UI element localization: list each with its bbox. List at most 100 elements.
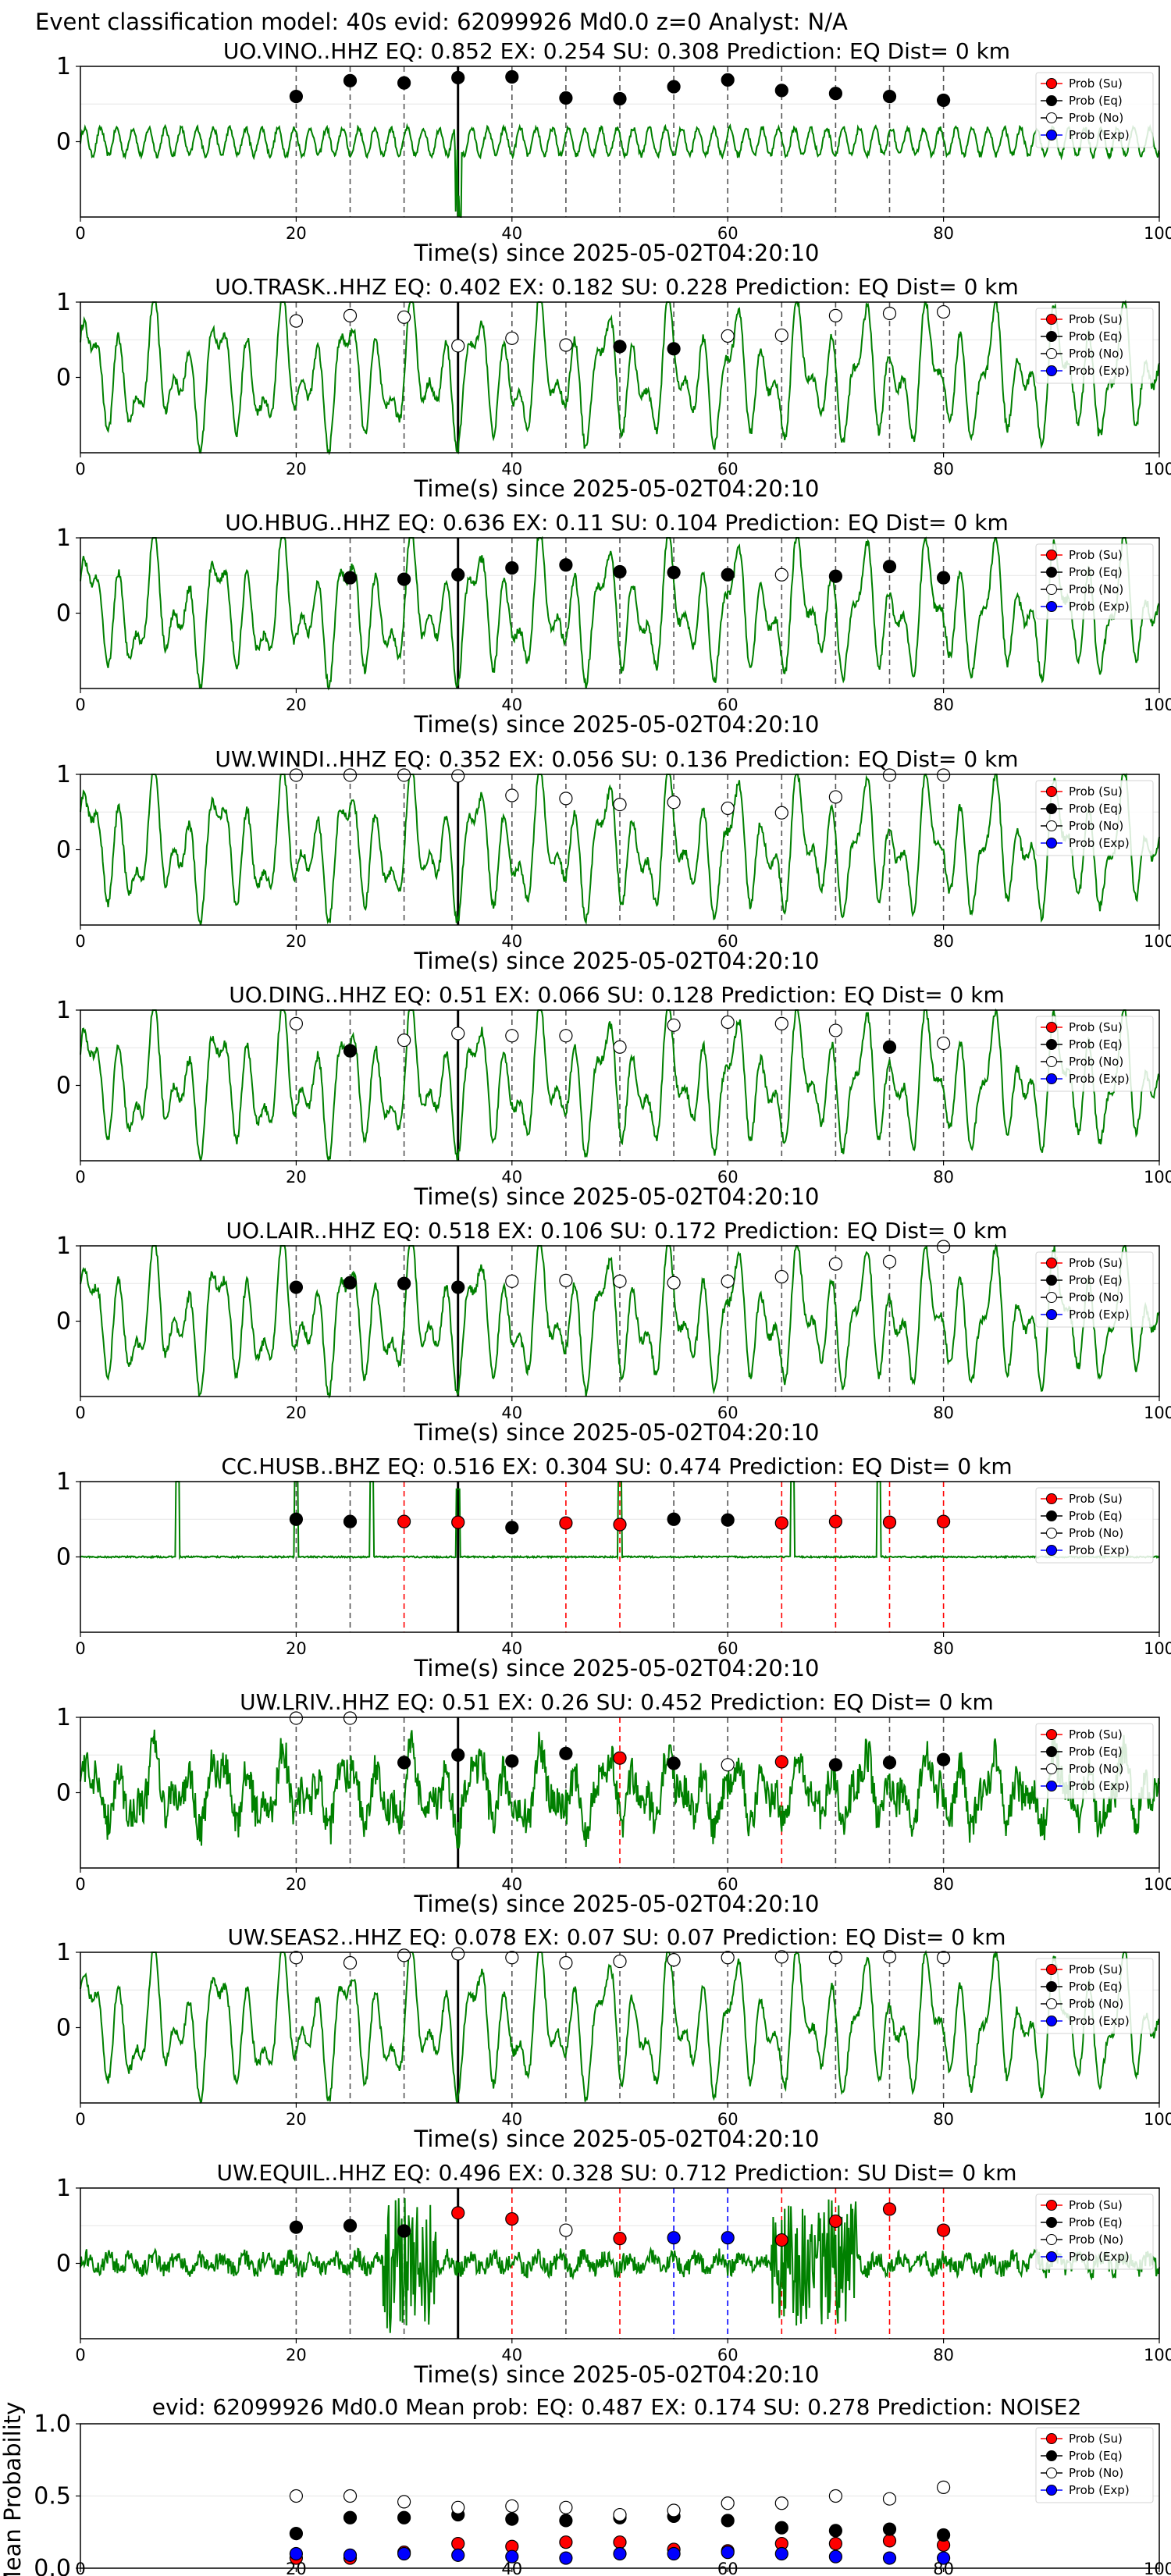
prob-point-eq — [397, 1276, 411, 1290]
mean-point-su — [828, 2536, 843, 2551]
mean-point-no — [828, 2489, 843, 2503]
y-tick-label: 1 — [56, 53, 71, 80]
legend: Prob (Su) Prob (Eq) Prob (No) Prob (Exp) — [1035, 1251, 1154, 1328]
x-tick-label: 60 — [717, 1404, 739, 1422]
legend-marker-eq — [1046, 331, 1057, 342]
panel-title: CC.HUSB..BHZ EQ: 0.516 EX: 0.304 SU: 0.4… — [221, 1453, 1012, 1479]
panel-xlabel: Time(s) since 2025-05-02T04:20:10 — [414, 240, 820, 266]
prob-point-no — [828, 1951, 843, 1965]
prob-point-eq — [828, 569, 843, 583]
prob-point-no — [397, 1033, 411, 1048]
prob-point-no — [828, 1257, 843, 1271]
mean-point-su — [451, 2536, 465, 2551]
prob-point-no — [397, 310, 411, 324]
prob-point-eq — [667, 1512, 681, 1526]
legend-label: Prob (Eq) — [1069, 1509, 1123, 1523]
mean-point-exp — [667, 2546, 681, 2561]
prob-point-no — [613, 1274, 627, 1288]
mean-point-eq — [828, 2524, 843, 2538]
mean-point-eq — [559, 2514, 573, 2528]
legend-marker-eq — [1046, 95, 1057, 106]
x-tick-label: 80 — [933, 1168, 954, 1187]
prob-point-eq — [505, 1521, 519, 1535]
prob-point-no — [559, 1029, 573, 1043]
panel-xlabel: Time(s) since 2025-05-02T04:20:10 — [414, 711, 820, 738]
x-tick-label: 80 — [933, 224, 954, 243]
prob-point-eq — [451, 1748, 465, 1762]
x-tick-label: 40 — [501, 696, 522, 714]
prob-point-su — [936, 1514, 951, 1528]
prob-point-no — [559, 792, 573, 806]
prob-point-no — [882, 306, 897, 321]
prob-point-eq — [613, 340, 627, 354]
panel-3: 0 20 40 60 80 100 0 1 UW.WINDI..HHZ EQ: 0.352 EX… — [56, 746, 1171, 974]
x-tick-label: 40 — [501, 2110, 522, 2129]
prob-point-su — [774, 1516, 788, 1530]
x-tick-label: 0 — [75, 1875, 85, 1894]
legend-label: Prob (Su) — [1069, 1962, 1123, 1976]
legend-marker-su — [1046, 1022, 1057, 1033]
legend: Prob (Su) Prob (Eq) Prob (No) Prob (Exp) — [1035, 1487, 1154, 1564]
legend-label: Prob (Su) — [1069, 2432, 1123, 2446]
legend-marker-no — [1046, 1528, 1057, 1539]
prob-point-su — [828, 2214, 843, 2229]
prob-point-eq — [505, 1754, 519, 1768]
prob-point-su — [505, 2211, 519, 2226]
mean-point-su — [613, 2535, 627, 2549]
legend-label: Prob (Exp) — [1069, 1779, 1130, 1793]
prob-point-no — [289, 1951, 303, 1965]
mean-point-no — [613, 2507, 627, 2522]
legend-box — [1035, 308, 1154, 384]
prob-point-su — [828, 1514, 843, 1528]
y-tick-label: 0 — [56, 1780, 71, 1807]
legend-label: Prob (Exp) — [1069, 1308, 1130, 1322]
prob-point-su — [451, 1515, 465, 1529]
x-tick-label: 40 — [501, 932, 522, 951]
y-tick-label: 0 — [56, 2250, 71, 2278]
mean-point-eq — [343, 2510, 358, 2524]
legend-marker-su — [1046, 1258, 1057, 1268]
mean-point-exp — [559, 2551, 573, 2565]
prob-point-eq — [451, 568, 465, 582]
x-tick-label: 80 — [933, 696, 954, 714]
legend-marker-su — [1046, 2433, 1057, 2444]
legend-label: Prob (No) — [1069, 819, 1123, 833]
legend: Prob (Su) Prob (Eq) Prob (No) Prob (Exp) — [1035, 1958, 1154, 2034]
legend-label: Prob (Su) — [1069, 76, 1123, 91]
mean-point-no — [774, 2496, 788, 2510]
prob-point-eq — [289, 1280, 303, 1294]
legend-label: Prob (Su) — [1069, 1727, 1123, 1742]
legend-box — [1035, 1016, 1154, 1092]
prob-point-no — [559, 338, 573, 352]
panel-title: UO.LAIR..HHZ EQ: 0.518 EX: 0.106 SU: 0.1… — [226, 1218, 1008, 1244]
mean-point-exp — [721, 2546, 735, 2560]
x-tick-label: 100 — [1144, 1639, 1171, 1658]
legend-label: Prob (Eq) — [1069, 94, 1123, 108]
prob-point-exp — [721, 2231, 735, 2245]
legend-marker-no — [1046, 2234, 1057, 2245]
prob-point-eq — [667, 565, 681, 579]
prob-point-no — [882, 768, 897, 782]
y-tick-label: 1 — [56, 761, 71, 788]
y-tick-label: 0 — [56, 1308, 71, 1336]
legend-label: Prob (No) — [1069, 1055, 1123, 1069]
legend-label: Prob (Eq) — [1069, 1980, 1123, 1994]
mean-point-exp — [397, 2546, 411, 2561]
x-tick-label: 0 — [75, 224, 85, 243]
legend: Prob (Su) Prob (Eq) Prob (No) Prob (Exp) — [1035, 780, 1154, 856]
prob-point-eq — [343, 1514, 358, 1528]
y-tick-label: 0 — [56, 1073, 71, 1100]
prob-point-no — [667, 1276, 681, 1290]
legend-label: Prob (Eq) — [1069, 565, 1123, 579]
legend-marker-exp — [1046, 838, 1057, 849]
y-tick-label: 1 — [56, 2175, 71, 2202]
legend-marker-exp — [1046, 130, 1057, 141]
panel-title: UW.LRIV..HHZ EQ: 0.51 EX: 0.26 SU: 0.452… — [240, 1689, 994, 1715]
x-tick-label: 100 — [1144, 1875, 1171, 1894]
prob-point-no — [721, 1758, 735, 1772]
legend: Prob (Su) Prob (Eq) Prob (No) Prob (Exp) — [1035, 1016, 1154, 1092]
legend-box — [1035, 1723, 1154, 1799]
mean-point-no — [289, 2489, 303, 2503]
